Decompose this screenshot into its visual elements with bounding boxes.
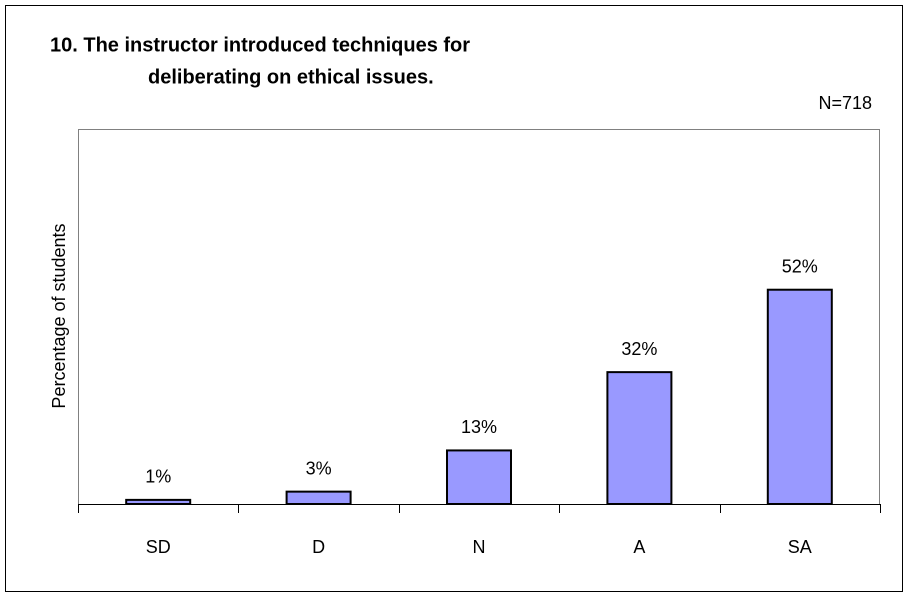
x-tick-label: SD [146, 537, 171, 557]
chart-title: deliberating on ethical issues. [148, 66, 434, 88]
chart-subtitle: N=718 [818, 93, 872, 113]
x-tick-label: N [473, 537, 486, 557]
bar [766, 288, 833, 506]
data-label: 52% [782, 256, 818, 276]
bar [446, 449, 512, 505]
y-axis-label: Percentage of students [49, 223, 69, 408]
bar [125, 498, 192, 505]
data-label: 32% [621, 339, 657, 359]
x-tick-label: SA [788, 537, 812, 557]
bar [285, 490, 352, 505]
plot-area [78, 129, 880, 505]
x-tick-label: A [633, 537, 645, 557]
data-label: 1% [145, 467, 171, 487]
x-tick-label: D [312, 537, 325, 557]
bar [606, 371, 673, 505]
chart-title: 10. The instructor introduced techniques… [50, 34, 470, 56]
data-label: 13% [461, 417, 497, 437]
data-label: 3% [306, 458, 332, 478]
